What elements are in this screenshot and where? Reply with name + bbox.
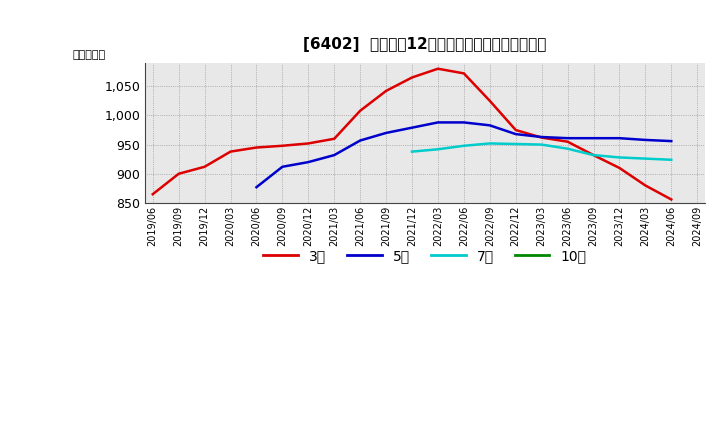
7年 xyxy=(485,141,494,146)
5年 xyxy=(459,120,468,125)
5年 xyxy=(252,184,261,190)
3年 xyxy=(589,153,598,158)
3年 xyxy=(615,165,624,171)
Line: 5年: 5年 xyxy=(256,122,671,187)
7年 xyxy=(511,141,520,147)
3年 xyxy=(174,171,183,176)
7年 xyxy=(615,155,624,160)
5年 xyxy=(563,136,572,141)
3年 xyxy=(278,143,287,148)
5年 xyxy=(356,138,364,143)
5年 xyxy=(408,125,416,130)
3年 xyxy=(641,183,649,188)
7年 xyxy=(537,142,546,147)
3年 xyxy=(304,141,312,146)
5年 xyxy=(589,136,598,141)
Title: [6402]  経常利益12か月移動合計の平均値の推移: [6402] 経常利益12か月移動合計の平均値の推移 xyxy=(303,37,546,52)
3年 xyxy=(252,145,261,150)
5年 xyxy=(537,134,546,139)
3年 xyxy=(433,66,442,71)
Line: 7年: 7年 xyxy=(412,143,671,160)
3年 xyxy=(459,71,468,76)
5年 xyxy=(330,153,338,158)
3年 xyxy=(408,75,416,80)
Line: 3年: 3年 xyxy=(153,69,671,199)
5年 xyxy=(485,123,494,128)
3年 xyxy=(200,164,209,169)
7年 xyxy=(563,146,572,151)
7年 xyxy=(667,157,675,162)
3年 xyxy=(563,139,572,144)
5年 xyxy=(641,137,649,143)
3年 xyxy=(330,136,338,141)
Y-axis label: （百万円）: （百万円） xyxy=(73,50,106,60)
3年 xyxy=(537,135,546,140)
5年 xyxy=(433,120,442,125)
3年 xyxy=(382,88,390,94)
7年 xyxy=(433,147,442,152)
5年 xyxy=(304,159,312,165)
3年 xyxy=(356,108,364,114)
3年 xyxy=(667,197,675,202)
5年 xyxy=(382,130,390,136)
5年 xyxy=(615,136,624,141)
7年 xyxy=(589,153,598,158)
3年 xyxy=(485,98,494,103)
Legend: 3年, 5年, 7年, 10年: 3年, 5年, 7年, 10年 xyxy=(258,244,592,269)
3年 xyxy=(511,127,520,132)
3年 xyxy=(148,191,157,197)
7年 xyxy=(641,156,649,161)
5年 xyxy=(278,164,287,169)
7年 xyxy=(408,149,416,154)
3年 xyxy=(226,149,235,154)
7年 xyxy=(459,143,468,148)
5年 xyxy=(511,132,520,137)
5年 xyxy=(667,139,675,144)
